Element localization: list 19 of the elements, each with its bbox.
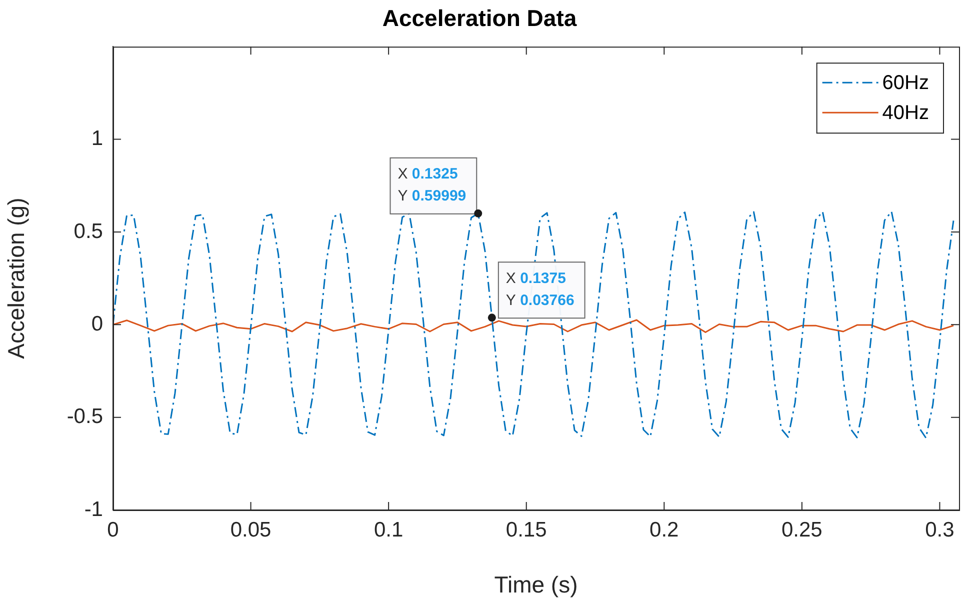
y-tick-label: 1 xyxy=(91,127,103,150)
y-tick-label: -0.5 xyxy=(66,405,103,428)
x-tick-label: 0.1 xyxy=(374,518,404,542)
x-axis-title: Time (s) xyxy=(494,572,578,598)
y-tick-label: 0 xyxy=(91,312,103,336)
x-tick-label: 0 xyxy=(107,518,119,542)
x-tick-label: 0.15 xyxy=(506,518,547,542)
x-tick-label: 0.05 xyxy=(230,518,272,542)
chart-title: Acceleration Data xyxy=(382,5,577,32)
x-tick-label: 0.3 xyxy=(925,518,954,542)
legend-label: 40Hz xyxy=(882,102,930,124)
y-axis-title: Acceleration (g) xyxy=(3,198,30,359)
legend-label: 60Hz xyxy=(882,72,930,94)
y-tick-label: -1 xyxy=(84,498,103,521)
annotation: X 0.1325 Y 0.59999 xyxy=(398,166,466,205)
x-tick-label: 0.25 xyxy=(781,518,822,542)
x-tick-label: 0.2 xyxy=(650,518,679,542)
y-tick-label: 0.5 xyxy=(74,220,103,243)
annotation: X 0.1375 Y 0.03766 xyxy=(506,270,574,309)
